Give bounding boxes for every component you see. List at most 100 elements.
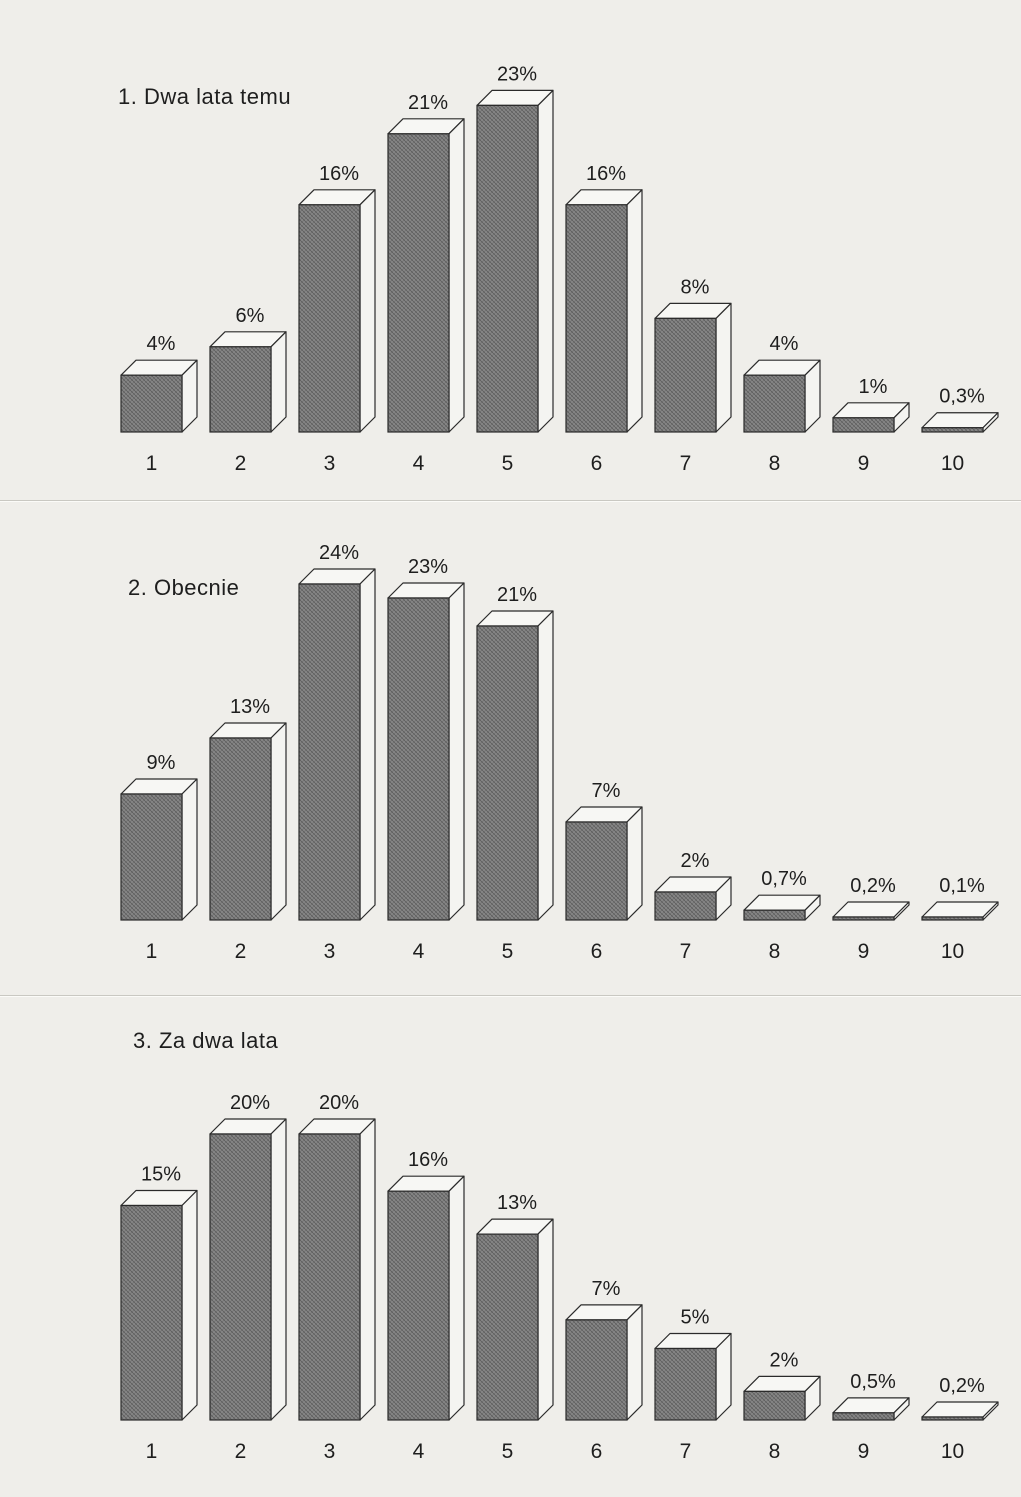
bar-1 (120, 1189, 198, 1421)
bar-side-face (448, 1175, 465, 1421)
bar-front-face (120, 1204, 183, 1421)
bar-side-face (448, 118, 465, 433)
bar-front-face (387, 597, 450, 921)
chart-title: 3. Za dwa lata (133, 1028, 278, 1053)
bar-side-face (359, 1118, 376, 1421)
category-label: 1 (146, 1440, 158, 1463)
bar-value-label: 4% (147, 333, 176, 355)
category-label: 8 (769, 452, 781, 475)
bar-side-face (537, 89, 554, 433)
bar-front-face (298, 583, 361, 921)
bar-value-label: 16% (586, 163, 626, 185)
bar-value-label: 13% (230, 696, 270, 718)
chart-title: 1. Dwa lata temu (118, 84, 291, 109)
bar-7 (654, 302, 732, 433)
bar-5 (476, 610, 554, 921)
bar-front-face (743, 374, 806, 433)
bar-value-label: 15% (141, 1164, 181, 1186)
category-label: 10 (941, 1440, 964, 1463)
bar-front-face (120, 793, 183, 921)
bar-value-label: 0,1% (939, 875, 985, 897)
bar-front-face (476, 104, 539, 433)
bar-value-label: 0,3% (939, 386, 985, 408)
bar-8 (743, 359, 821, 433)
chart-panel-1: 1. Dwa lata temu 4% 1 6% 2 16% 3 21% 4 23% 5 16% 6 8%… (0, 0, 1021, 496)
bar-front-face (921, 916, 984, 921)
category-label: 1 (146, 940, 158, 963)
chart-panel-3: 3. Za dwa lata 15% 1 20% 2 20% 3 16% 4 13% 5 7% 6 5% 7… (0, 992, 1021, 1497)
bar-side-face (626, 1304, 643, 1421)
bar-value-label: 13% (497, 1192, 537, 1214)
bar-5 (476, 89, 554, 433)
page-fold-line (0, 995, 1021, 997)
bar-front-face (565, 1319, 628, 1421)
bar-side-face (270, 331, 287, 433)
category-label: 4 (413, 452, 425, 475)
bar-chart-za-dwa-lata: 3. Za dwa lata 15% 1 20% 2 20% 3 16% 4 13% 5 7% 6 5% 7… (120, 1028, 999, 1463)
bar-side-face (537, 1218, 554, 1421)
chart-panel-2: 2. Obecnie 9% 1 13% 2 24% 3 23% 4 21% 5 7% 6 2% 7 0,7% 8… (0, 496, 1021, 992)
bar-value-label: 2% (770, 1349, 799, 1371)
bar-2 (209, 1118, 287, 1421)
bar-10 (921, 901, 999, 921)
category-label: 7 (680, 452, 692, 475)
bar-front-face (476, 625, 539, 921)
category-label: 3 (324, 452, 336, 475)
bar-front-face (743, 909, 806, 921)
bar-front-face (921, 1416, 984, 1421)
bar-value-label: 16% (319, 163, 359, 185)
bar-front-face (832, 417, 895, 433)
bar-front-face (298, 1133, 361, 1421)
category-label: 3 (324, 1440, 336, 1463)
bar-side-face (626, 806, 643, 921)
bar-9 (832, 1397, 910, 1421)
bar-6 (565, 806, 643, 921)
category-label: 3 (324, 940, 336, 963)
bar-value-label: 8% (681, 276, 710, 298)
bar-front-face (387, 1190, 450, 1421)
category-label: 2 (235, 940, 247, 963)
bar-front-face (832, 916, 895, 921)
category-label: 5 (502, 940, 514, 963)
bar-10 (921, 1401, 999, 1421)
category-label: 2 (235, 452, 247, 475)
bar-value-label: 20% (319, 1092, 359, 1114)
bar-value-label: 0,2% (850, 875, 896, 897)
bar-7 (654, 876, 732, 921)
category-label: 7 (680, 1440, 692, 1463)
bar-8 (743, 894, 821, 921)
category-label: 9 (858, 1440, 870, 1463)
bar-front-face (654, 1347, 717, 1421)
bar-front-face (654, 317, 717, 433)
bar-value-label: 23% (497, 63, 537, 85)
category-label: 10 (941, 940, 964, 963)
bar-side-face (448, 582, 465, 921)
category-label: 5 (502, 452, 514, 475)
category-label: 8 (769, 940, 781, 963)
bar-value-label: 4% (770, 333, 799, 355)
category-label: 1 (146, 452, 158, 475)
bar-value-label: 5% (681, 1307, 710, 1329)
bar-3 (298, 189, 376, 433)
bar-4 (387, 1175, 465, 1421)
bar-4 (387, 582, 465, 921)
category-label: 6 (591, 452, 603, 475)
category-label: 9 (858, 940, 870, 963)
bar-front-face (832, 1412, 895, 1421)
bar-side-face (715, 1332, 732, 1421)
bar-front-face (476, 1233, 539, 1421)
bar-value-label: 6% (236, 305, 265, 327)
bar-front-face (565, 821, 628, 921)
bar-value-label: 7% (592, 780, 621, 802)
bar-front-face (387, 133, 450, 433)
bar-7 (654, 1332, 732, 1421)
bar-front-face (654, 891, 717, 921)
bar-5 (476, 1218, 554, 1421)
category-label: 4 (413, 1440, 425, 1463)
bar-front-face (921, 427, 984, 433)
bar-10 (921, 412, 999, 433)
bar-4 (387, 118, 465, 433)
bar-side-face (181, 1189, 198, 1421)
bar-side-face (626, 189, 643, 433)
